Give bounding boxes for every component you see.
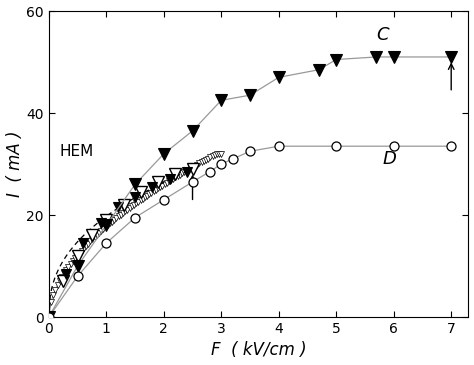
Y-axis label: I  ( mA ): I ( mA ) xyxy=(6,131,24,197)
X-axis label: F  ( kV/cm ): F ( kV/cm ) xyxy=(211,341,307,360)
Text: C: C xyxy=(376,26,389,45)
Text: HEM: HEM xyxy=(59,144,93,159)
Text: D: D xyxy=(382,150,396,168)
